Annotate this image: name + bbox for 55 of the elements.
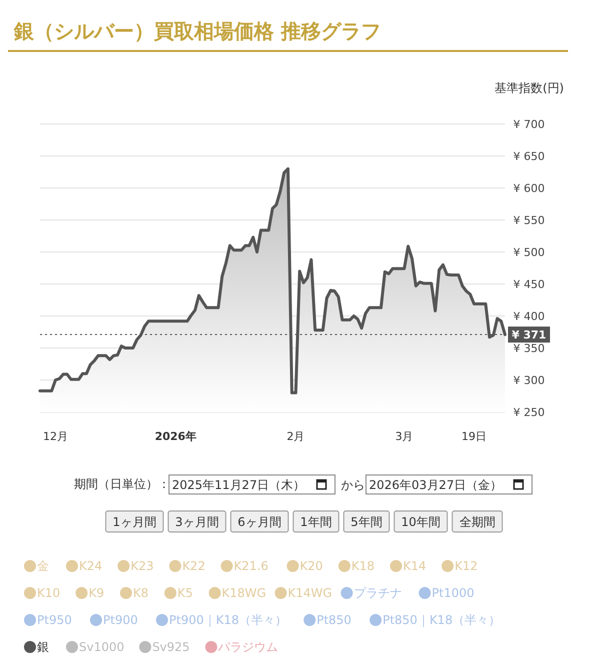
text: 10年間	[401, 515, 440, 529]
text: 期間（日単位）：	[74, 477, 170, 491]
y-tick-label: ¥ 650	[513, 150, 545, 163]
y-tick-label: ¥ 250	[513, 406, 545, 419]
text: 1年間	[300, 515, 332, 529]
legend-label: K18WG	[222, 586, 266, 600]
text: 6ヶ月間	[238, 515, 282, 529]
legend-label: Pt950	[37, 613, 72, 627]
legend-label: Pt900｜K18（半々）	[169, 613, 287, 627]
legend-label: Sv925	[152, 640, 190, 654]
x-tick-label: 3月	[395, 430, 414, 443]
y-tick-label: ¥ 500	[513, 246, 545, 259]
x-tick-label: 2026年	[154, 430, 196, 443]
legend-label: K14	[403, 559, 426, 573]
legend-label: Pt850	[316, 613, 352, 627]
legend-label: Pt1000	[432, 586, 474, 600]
legend-label: K21.6	[234, 559, 268, 573]
legend-label: 金	[37, 559, 49, 573]
legend-label: K10	[37, 586, 60, 600]
legend-label: K24	[79, 559, 102, 573]
legend-label: Pt850｜K18（半々）	[382, 613, 501, 627]
y-tick-label: ¥ 300	[513, 374, 545, 387]
text: から	[341, 478, 365, 492]
y-tick-label: ¥ 400	[513, 310, 545, 323]
text: 2026年03月27日（金）	[369, 478, 502, 492]
legend-label: パラジウム	[217, 640, 278, 654]
legend-label: K18	[351, 559, 375, 573]
text: 1ヶ月間	[112, 515, 156, 529]
legend-label: K14WG	[288, 586, 332, 600]
legend-label: K12	[454, 559, 478, 573]
x-tick-label: 12月	[43, 430, 68, 443]
y-tick-label: ¥ 550	[513, 214, 545, 227]
text: 全期間	[459, 515, 496, 529]
y-tick-label: ¥ 600	[513, 182, 545, 195]
y-tick-label: ¥ 350	[513, 342, 545, 355]
text: 5年間	[350, 515, 382, 529]
legend-label: K8	[133, 586, 149, 600]
legend-label: Sv1000	[79, 640, 124, 654]
chart-title: 銀（シルバー）買取相場価格 推移グラフ	[13, 19, 381, 43]
y-axis-title: 基準指数(円)	[494, 81, 564, 95]
legend-label: K22	[182, 559, 206, 573]
legend-label: K9	[88, 586, 104, 600]
legend-label: K20	[300, 559, 323, 573]
x-tick-label: 2月	[286, 430, 305, 443]
x-tick-label: 19日	[462, 430, 486, 443]
y-tick-label: ¥ 450	[513, 278, 545, 291]
legend-label: K23	[130, 559, 154, 573]
legend-label: プラチナ	[354, 586, 402, 600]
text: 3ヶ月間	[175, 515, 219, 529]
legend-label: K5	[177, 586, 193, 600]
legend-label: Pt900	[103, 613, 138, 627]
ref-line-label: ¥ 371	[512, 328, 546, 342]
text: 2025年11月27日（木）	[172, 478, 306, 492]
legend-label: 銀	[37, 640, 49, 654]
y-tick-label: ¥ 700	[513, 118, 545, 131]
